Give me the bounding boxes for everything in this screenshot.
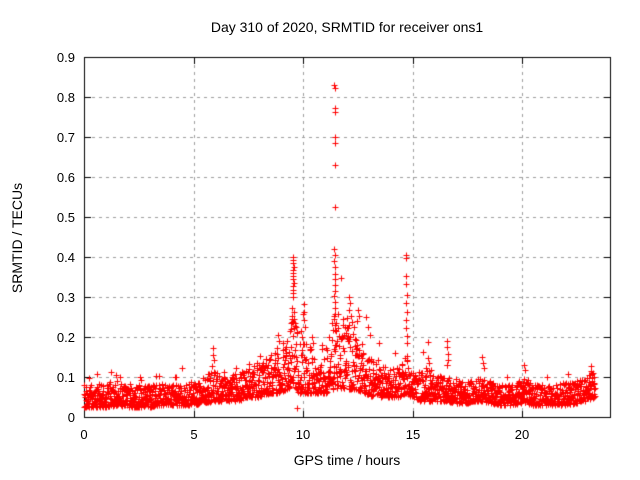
y-tick-label: 0.1 [56,370,75,385]
x-axis-label: GPS time / hours [293,452,401,468]
y-axis-label: SRMTID / TECUs [9,182,25,294]
y-tick-label: 0.3 [56,290,75,305]
y-tick-label: 0.9 [56,50,75,65]
y-tick-label: 0.7 [56,130,75,145]
x-tick-label: 15 [405,427,421,442]
y-tick-label: 0.6 [56,170,75,185]
x-tick-label: 0 [80,427,88,442]
x-tick-label: 5 [190,427,198,442]
y-tick-label: 0.2 [56,330,75,345]
x-tick-label: 10 [295,427,311,442]
y-tick-label: 0 [67,410,75,425]
y-tick-label: 0.4 [56,250,75,265]
y-tick-label: 0.5 [56,210,75,225]
y-tick-label: 0.8 [56,90,75,105]
chart-title: Day 310 of 2020, SRMTID for receiver ons… [210,19,484,35]
x-tick-label: 20 [514,427,530,442]
